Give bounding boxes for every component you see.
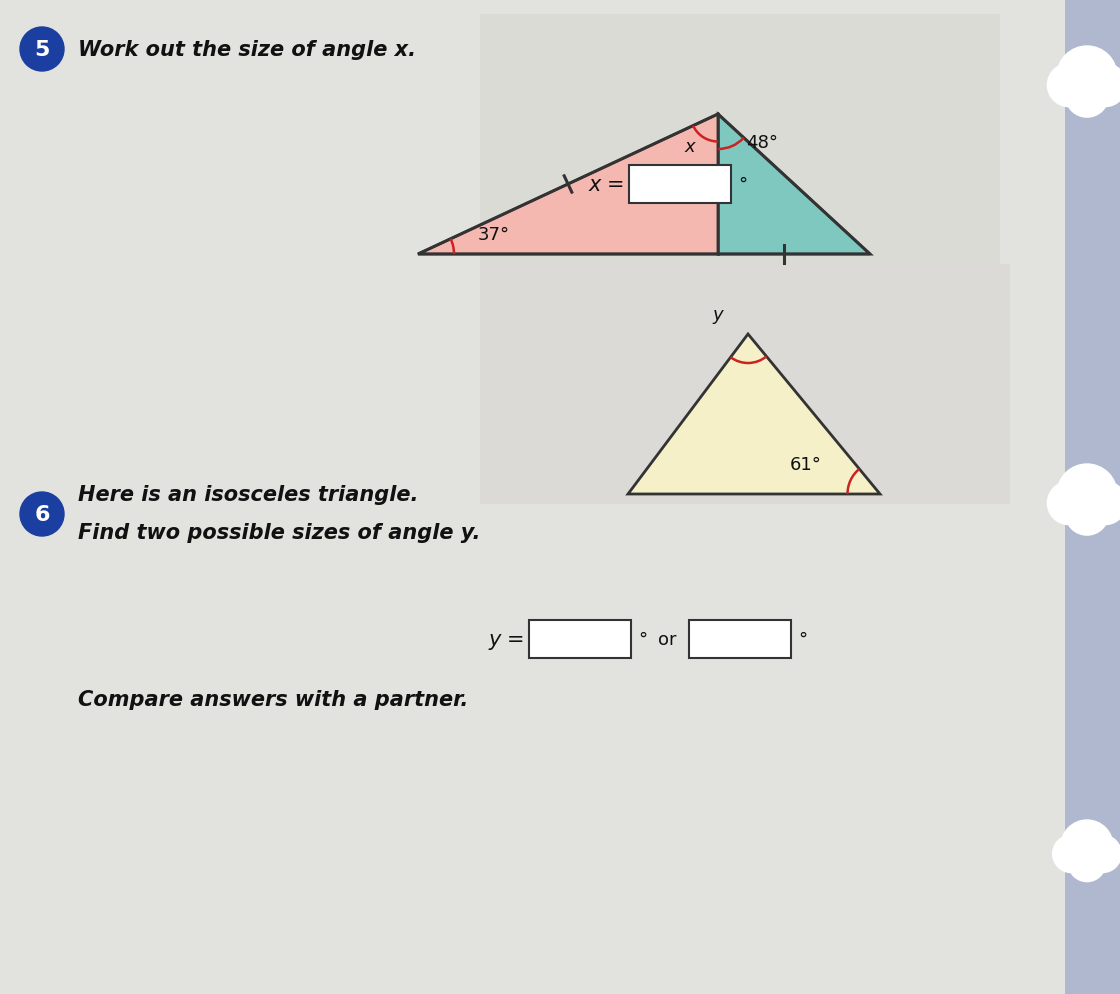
Circle shape [1068,844,1105,882]
FancyBboxPatch shape [529,620,631,658]
Circle shape [1084,835,1120,873]
Text: 6: 6 [35,505,49,525]
Circle shape [20,28,64,72]
Circle shape [1047,482,1091,525]
Text: 5: 5 [35,40,49,60]
Text: y =: y = [488,629,525,649]
Text: Here is an isosceles triangle.: Here is an isosceles triangle. [78,484,419,505]
Text: x: x [684,138,696,156]
Polygon shape [418,115,718,254]
Bar [480,264,1010,505]
Bar [480,15,1000,264]
Circle shape [1083,65,1120,107]
Polygon shape [628,335,880,494]
Circle shape [1057,464,1117,525]
Circle shape [1065,492,1109,536]
Text: 61°: 61° [790,455,822,473]
FancyBboxPatch shape [629,166,731,204]
Text: x =: x = [588,175,625,195]
Circle shape [1047,65,1091,107]
FancyBboxPatch shape [689,620,791,658]
Text: 37°: 37° [478,226,510,244]
Text: Find two possible sizes of angle y.: Find two possible sizes of angle y. [78,523,480,543]
Circle shape [1057,47,1117,107]
Text: Work out the size of angle x.: Work out the size of angle x. [78,40,416,60]
Circle shape [1083,482,1120,525]
Bar [1065,0,1120,994]
Circle shape [20,492,64,537]
Text: 48°: 48° [746,134,778,152]
Text: y: y [712,306,724,324]
Text: °: ° [738,176,747,194]
Polygon shape [718,115,870,254]
Text: or: or [659,630,676,648]
Text: °: ° [638,630,647,648]
Text: Compare answers with a partner.: Compare answers with a partner. [78,689,468,710]
Circle shape [1061,820,1113,872]
Circle shape [1065,75,1109,118]
Text: °: ° [797,630,808,648]
Circle shape [1053,835,1090,873]
